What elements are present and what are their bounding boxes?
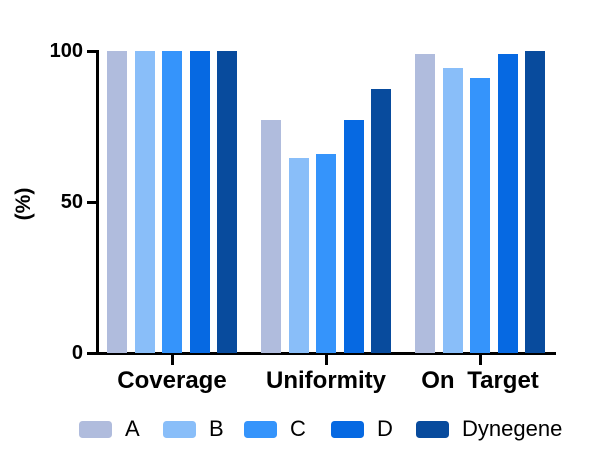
legend-label: A: [125, 416, 140, 441]
x-tick: [324, 355, 328, 365]
bar-b-on-target: [442, 68, 463, 353]
legend-item-a: A: [79, 417, 140, 441]
bar-a-uniformity: [261, 120, 281, 353]
bar-d-uniformity: [343, 120, 364, 353]
legend-item-b: B: [163, 417, 224, 441]
y-tick-label: 100: [49, 40, 83, 62]
legend-swatch: [416, 420, 449, 438]
legend-swatch: [331, 420, 364, 438]
legend-item-c: C: [244, 417, 306, 441]
legend-label: D: [377, 416, 393, 441]
bar-b-uniformity: [288, 158, 309, 353]
x-tick: [478, 355, 482, 365]
bar-dynegene-on-target: [525, 51, 545, 353]
legend-label: C: [290, 416, 306, 441]
y-tick-label: 50: [60, 191, 83, 213]
legend-label: Dynegene: [462, 416, 563, 441]
bar-c-on-target: [470, 78, 490, 353]
x-axis-category-label: On Target: [421, 367, 539, 394]
x-axis-category-label: Uniformity: [266, 367, 386, 394]
bar-dynegene-coverage: [217, 51, 237, 353]
y-tick-label: 0: [71, 342, 83, 364]
bar-b-coverage: [134, 51, 155, 353]
legend-swatch: [163, 420, 196, 438]
bar-a-coverage: [107, 51, 127, 353]
legend-item-d: D: [331, 417, 393, 441]
bar-c-coverage: [162, 51, 182, 353]
legend-swatch: [79, 420, 112, 438]
bar-d-on-target: [497, 54, 518, 353]
legend-item-dynegene: Dynegene: [416, 417, 562, 441]
legend-label: B: [209, 416, 224, 441]
x-axis-category-label: Coverage: [117, 367, 227, 394]
legend-swatch: [244, 420, 277, 438]
y-tick: [87, 351, 96, 355]
y-axis-line: [96, 50, 99, 355]
bar-dynegene-uniformity: [371, 89, 391, 353]
x-axis-line: [96, 352, 556, 355]
y-tick: [87, 49, 96, 53]
x-tick: [170, 355, 174, 365]
y-tick: [87, 200, 96, 204]
bar-a-on-target: [415, 54, 435, 353]
bar-c-uniformity: [316, 154, 336, 353]
bar-d-coverage: [189, 51, 210, 353]
